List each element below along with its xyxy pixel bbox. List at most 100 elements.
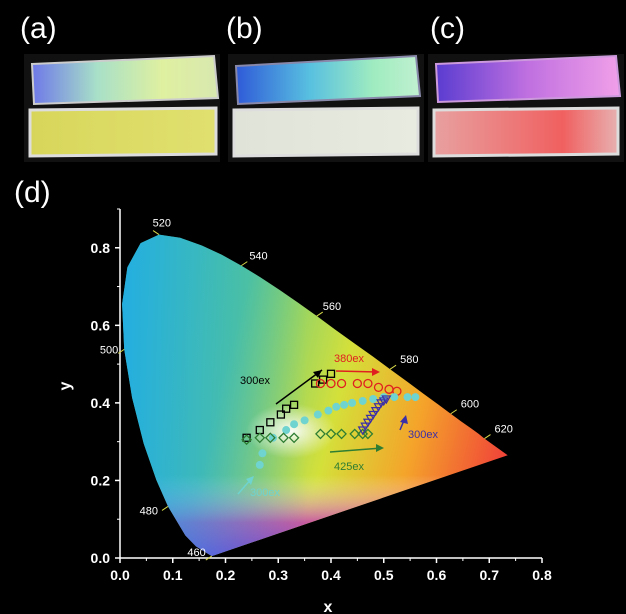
marker-diamond [315,428,326,440]
y-axis-label: y [57,381,74,390]
x-tick-label: 0.8 [532,567,552,583]
y-tick-label: 0.0 [91,550,111,566]
marker-diamond [349,428,361,440]
marker-square [276,410,286,419]
marker-circle-filled [348,398,357,407]
marker-circle-filled [300,416,309,425]
marker-circle-filled [390,393,399,402]
marker-circle-open [352,378,363,389]
y-tick-label: 0.8 [91,240,111,256]
marker-circle-filled [268,433,277,442]
arrow-425ex-green [329,447,383,453]
wavelength-tick [152,230,160,236]
marker-circle-open [326,378,336,389]
x-tick-label: 0.4 [321,567,341,583]
annotation-380ex-red: 380ex [334,353,364,365]
x-tick-label: 0.7 [480,567,500,583]
marker-diamond [362,428,374,440]
wavelength-tick [450,409,458,415]
marker-circle-filled [411,393,420,402]
photo-cuvette-b [228,54,424,162]
marker-square [282,404,291,413]
marker-circle-filled [290,420,299,429]
arrowhead-300ex-violet [400,415,408,424]
marker-circle-filled [379,393,388,402]
marker-circle-open [336,378,347,389]
wavelength-label-520: 520 [153,218,171,230]
marker-circle-filled [255,460,264,469]
marker-diamond [264,432,276,444]
y-tick-label: 0.2 [91,472,111,488]
arrowhead-425ex-green [376,444,384,452]
x-tick-label: 0.1 [163,567,183,583]
marker-triangle [370,407,381,416]
wavelength-tick [241,261,248,267]
marker-square [289,400,299,409]
panel-label-a: (a) [20,12,57,45]
wavelength-label-580: 580 [400,354,418,366]
marker-diamond [288,432,300,444]
marker-circle-open [315,378,326,389]
x-axis-label: x [324,599,333,614]
marker-circle-open [363,378,373,389]
arrowhead-300ex-black [313,370,322,378]
axes: 0.0 0.1 0.2 0.3 0.4 0.5 0.6 0.7 0.8 0.0 0.2 0.4 0.6 0… [91,208,552,583]
wavelength-tick [117,348,125,354]
marker-triangle [373,403,384,412]
wavelength-label-540: 540 [249,251,267,263]
wavelength-label-500: 500 [100,344,118,356]
wavelength-label-480: 480 [140,505,158,517]
marker-square [311,379,320,388]
marker-circle-open [373,382,384,393]
photo-cuvette-c [428,54,624,162]
arrow-380ex-red [335,370,379,373]
x-tick-label: 0.0 [110,567,130,583]
marker-circle-filled [332,402,341,411]
marker-diamond [241,434,253,446]
annotation-arrows [237,368,408,495]
panel-label-d: (d) [14,176,51,209]
marker-triangle [381,395,392,405]
marker-circle-filled [369,395,378,404]
marker-triangle [368,410,379,420]
marker-diamond [278,432,289,444]
wavelength-tick [316,311,324,317]
annotation-300ex-cyan: 300ex [250,487,280,499]
marker-square [242,433,251,442]
marker-triangle [362,418,373,428]
marker-diamond [325,428,337,440]
wavelength-label-460: 460 [187,547,205,559]
wavelength-tick [389,364,397,370]
y-tick-label: 0.4 [91,395,111,411]
wavelength-tick [161,506,169,511]
panel-label-c: (c) [430,12,465,45]
wavelength-label-600: 600 [461,399,479,411]
marker-circle-filled [324,406,333,415]
marker-circle-filled [358,396,367,405]
wavelength-label-620: 620 [495,424,513,436]
marker-triangle [365,414,376,424]
x-tick-label: 0.6 [427,567,447,583]
x-tick-label: 0.3 [269,567,289,583]
marker-square [266,418,275,427]
x-tick-label: 0.2 [216,567,236,583]
marker-circle-filled [258,449,267,458]
y-tick-label: 0.6 [91,317,111,333]
annotation-300ex-violet: 300ex [408,429,438,441]
marker-diamond [254,432,266,444]
photo-cuvette-a [24,54,220,162]
wavelength-tick [484,434,491,439]
marker-circle-filled [313,410,322,419]
arrow-300ex-black [275,369,323,405]
arrowhead-300ex-cyan [246,476,254,485]
marker-square [326,369,336,378]
wavelength-label-560: 560 [323,301,341,313]
panel-label-b: (b) [226,12,263,45]
annotation-300ex-black: 300ex [240,375,270,387]
marker-diamond [336,428,347,440]
wavelength-tick [205,555,213,561]
wavelength-labels: 460 480 500 520 540 560 580 600 620 [100,218,513,561]
x-tick-label: 0.5 [374,567,394,583]
data-markers [241,369,420,469]
